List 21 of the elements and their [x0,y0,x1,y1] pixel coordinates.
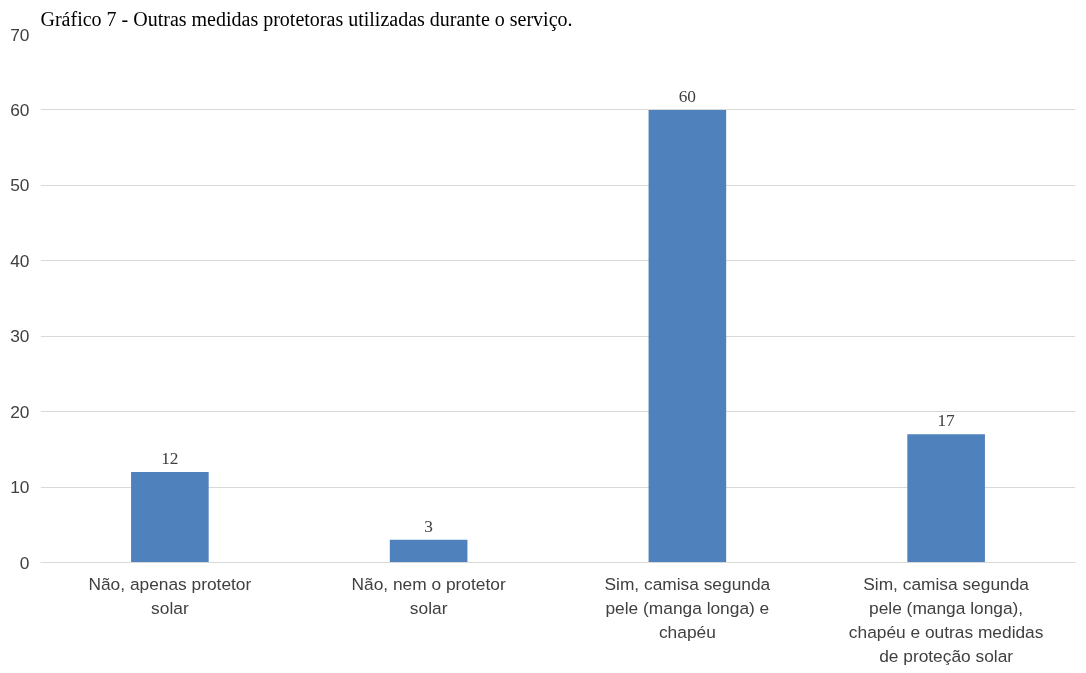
y-tick-label: 70 [10,24,30,45]
y-tick-label: 0 [19,552,30,573]
y-tick-label: 10 [10,477,30,498]
bar [131,471,209,563]
x-tick-label: Sim, camisa segunda pele (manga longa), chapéu e outras medidas de proteção solar [848,573,1044,666]
bar [907,434,985,563]
y-tick-label: 60 [10,99,30,120]
bar [389,539,468,563]
y-tick-label: 20 [10,401,30,422]
data-label: 12 [161,448,179,468]
y-tick-label: 30 [10,326,30,347]
x-tick-label: Sim, camisa segunda pele (manga longa) e chapéu [604,573,771,642]
data-label: 60 [678,86,697,106]
x-tick-label: Não, nem o protetor solar [351,573,506,618]
bar [648,109,727,563]
chart-title: Gráfico 7 - Outras medidas protetoras utilizadas durante o serviço. [40,7,573,31]
x-tick-label: Não, apenas protetor solar [88,573,252,618]
data-label: 17 [937,411,956,431]
data-label: 3 [424,516,433,536]
y-tick-label: 40 [10,250,30,271]
y-tick-label: 50 [10,175,30,196]
